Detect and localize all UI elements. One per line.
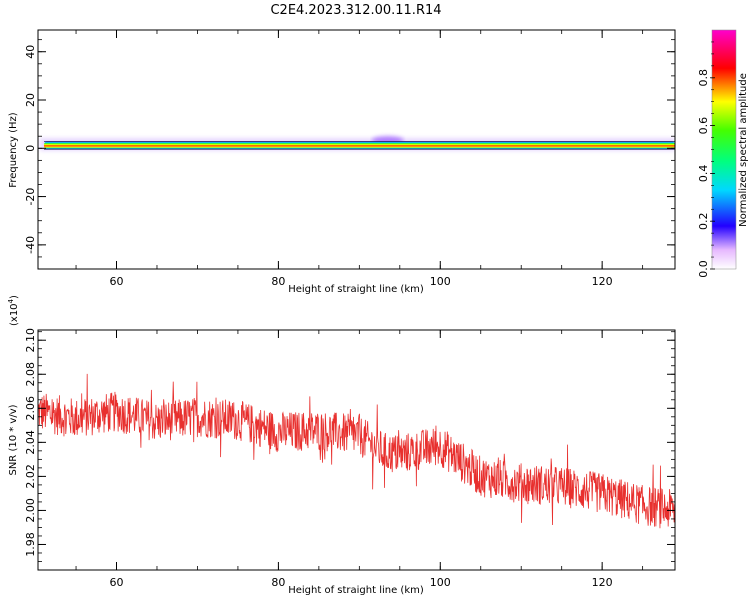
snr-x-ticks: 60 80 100 120 <box>75 330 644 589</box>
spec-y-tick-label: -40 <box>24 236 37 254</box>
colorbar-tick-label: 0.0 <box>697 260 710 278</box>
spec-x-tick-label: 80 <box>271 275 285 288</box>
snr-panel: 60 80 100 120 1.982.002.022.042.062.082.10 … <box>7 295 676 596</box>
colorbar-tick-label: 0.4 <box>697 165 710 183</box>
snr-x-tick-label: 60 <box>110 576 124 589</box>
colorbar-tick-label: 0.8 <box>697 69 710 87</box>
colorbar-label: Normalized spectral amplitude <box>738 73 749 227</box>
spec-y-tick-label: 20 <box>24 93 37 107</box>
spectrogram-panel: 60 80 100 120 -40 -20 0 20 40 Height of straigh… <box>8 29 676 295</box>
colorbar-tick-label: 0.2 <box>697 212 710 230</box>
snr-y-tick-label: 2.02 <box>24 464 37 489</box>
snr-x-tick-label: 80 <box>271 576 285 589</box>
colorbar-tick-label: 0.6 <box>697 117 710 135</box>
snr-y-multiplier-close: ) <box>9 295 20 299</box>
snr-y-multiplier-exp: 4 <box>7 298 15 303</box>
snr-x-tick-label: 100 <box>430 576 451 589</box>
spec-x-tick-label: 120 <box>592 275 613 288</box>
colorbar-gradient <box>712 30 736 269</box>
snr-series-line <box>38 373 675 529</box>
spectrogram-x-label: Height of straight line (km) <box>288 284 424 295</box>
spec-x-tick-label: 60 <box>110 275 124 288</box>
snr-y-ticks: 1.98 2.00 2.02 2.04 2.06 2.08 2.10 <box>24 328 675 571</box>
spectrogram-axes-frame <box>37 29 676 270</box>
spec-y-tick-label: -20 <box>24 188 37 206</box>
snr-y-label: SNR (10 * v/v) <box>8 404 19 475</box>
figure-title: C2E4.2023.312.00.11.R14 <box>270 3 441 18</box>
heatmap-band <box>44 141 675 150</box>
colorbar-ticks: 0.0 0.2 0.4 0.6 0.8 <box>697 41 715 278</box>
snr-y-tick-label: 2.08 <box>24 362 37 387</box>
spectrogram-y-ticks: -40 -20 0 20 40 <box>24 39 675 270</box>
snr-y-tick-label: 2.04 <box>24 430 37 455</box>
snr-x-tick-label: 120 <box>592 576 613 589</box>
spec-y-tick-label: 0 <box>24 145 37 152</box>
spec-x-tick-label: 100 <box>430 275 451 288</box>
snr-y-tick-label: 2.00 <box>24 498 37 523</box>
colorbar: 0.0 0.2 0.4 0.6 0.8 Normalized spectral ampl… <box>697 29 749 278</box>
heatmap-layer <box>40 136 675 151</box>
snr-y-tick-label: 2.10 <box>24 328 37 353</box>
snr-y-tick-label: 1.98 <box>24 532 37 557</box>
snr-axes-frame <box>37 329 676 571</box>
spectrogram-y-label: Frequency (Hz) <box>8 112 19 188</box>
snr-y-multiplier: (x104) <box>7 295 20 326</box>
spectrogram-x-ticks: 60 80 100 120 <box>75 30 644 288</box>
spec-y-tick-label: 40 <box>24 45 37 59</box>
snr-x-label: Height of straight line (km) <box>288 585 424 596</box>
snr-y-tick-label: 2.06 <box>24 396 37 421</box>
snr-y-multiplier-base: (x10 <box>9 303 20 326</box>
